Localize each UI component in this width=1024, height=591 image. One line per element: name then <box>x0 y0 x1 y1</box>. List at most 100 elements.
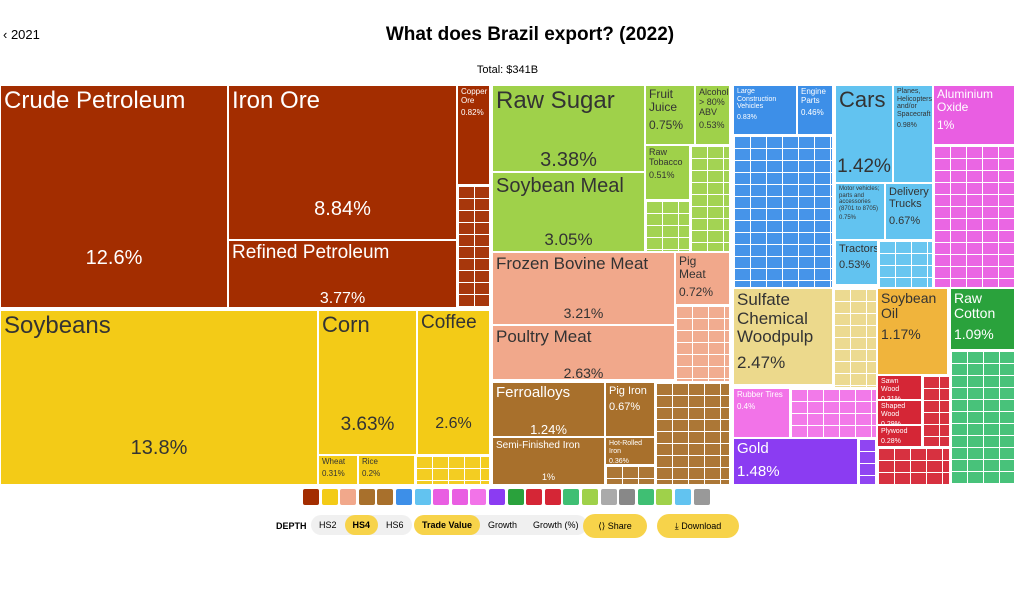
total: Total: $341B <box>476 64 539 76</box>
share-button[interactable]: ⟨⟩ Share <box>583 514 647 538</box>
treemap-tile: Shaped Wood 0.29% <box>877 400 922 425</box>
section-icon[interactable] <box>433 489 450 505</box>
measure-group: Trade Value Growth Growth (%) <box>414 515 587 535</box>
tile-name: Raw Sugar <box>496 87 615 114</box>
treemap-tile: Ferroalloys 1.24% <box>492 382 605 437</box>
filler <box>415 455 490 485</box>
section-icon[interactable] <box>656 489 673 505</box>
treemap-tile: Raw Tobacco 0.51% <box>645 145 690 200</box>
tile-name: Tractors <box>839 243 878 255</box>
tile-value: 0.67% <box>609 401 641 414</box>
treemap-tile: Tractors 0.53% <box>835 240 878 285</box>
measure[interactable]: Trade Value <box>414 515 481 535</box>
tile-name: Motor vehicles; parts and accessories (8… <box>839 186 880 212</box>
treemap-tile: Poultry Meat 2.63% <box>492 325 675 380</box>
filler <box>457 185 490 308</box>
tile-value: 3.63% <box>340 414 395 436</box>
tile-value: 0.36% <box>609 458 629 465</box>
measure[interactable]: Growth (%) <box>533 520 579 530</box>
treemap-tile: Large Construction Vehicles 0.83% <box>733 85 797 135</box>
tile-name: Sulfate Chemical Woodpulp <box>737 290 814 347</box>
section-icon[interactable] <box>451 489 468 505</box>
share-text[interactable]: Share <box>607 521 632 531</box>
section-icon[interactable] <box>507 489 524 505</box>
tile-value: 0.72% <box>679 285 714 300</box>
tile-value: 3.77% <box>319 289 366 307</box>
tile-name: Coffee <box>421 312 477 333</box>
tile-name: Engine Parts <box>801 87 826 105</box>
section-icon[interactable] <box>563 489 580 505</box>
filler <box>950 350 1015 485</box>
section-icon[interactable] <box>470 489 487 505</box>
section-icon[interactable] <box>693 489 710 505</box>
treemap-tile: Soybeans 13.8% <box>0 310 318 485</box>
treemap-tile: Raw Sugar 3.38% <box>492 85 645 172</box>
tile-name: Soybean Meal <box>496 175 624 197</box>
section-icon[interactable] <box>675 489 691 505</box>
level[interactable]: HS4 <box>344 515 379 535</box>
section-icon[interactable] <box>414 489 431 505</box>
tile-value: 1% <box>937 118 955 133</box>
treemap-tile: Raw Cotton 1.09% <box>950 288 1015 350</box>
section-icon[interactable] <box>600 489 617 505</box>
treemap-tile: Refined Petroleum 3.77% <box>228 240 457 308</box>
section-icons <box>303 489 723 507</box>
download-button[interactable]: ⤓ Download <box>657 514 739 538</box>
depth-label: DEPTH <box>276 521 307 531</box>
section-icon[interactable] <box>321 489 338 505</box>
tile-value: 0.53% <box>839 259 871 272</box>
tile-name: Pig Meat <box>679 254 706 282</box>
section-icon[interactable] <box>526 489 543 505</box>
tile-value: 0.4% <box>737 401 756 411</box>
section-icon[interactable] <box>340 489 357 505</box>
treemap-tile: Iron Ore 8.84% <box>228 85 457 240</box>
level[interactable]: HS2 <box>319 520 337 530</box>
tile-name: Poultry Meat <box>496 327 592 346</box>
treemap-tile: Motor vehicles; parts and accessories (8… <box>835 183 885 240</box>
filler <box>833 288 877 388</box>
level[interactable]: HS6 <box>386 520 404 530</box>
section-icon[interactable] <box>377 489 394 505</box>
tile-name: Delivery Trucks <box>889 186 929 211</box>
section-icon[interactable] <box>303 489 319 505</box>
tile-name: Planes, Helicopters, and/or Spacecraft <box>897 88 933 119</box>
tile-name: Wheat <box>322 457 346 466</box>
tile-name: Ferroalloys <box>496 384 571 401</box>
section-icon[interactable] <box>619 489 636 505</box>
filler <box>878 240 933 288</box>
section-icon[interactable] <box>582 489 598 505</box>
tile-value: 1.17% <box>881 326 921 343</box>
treemap-tile: Pig Meat 0.72% <box>675 252 730 305</box>
section-icon[interactable] <box>396 489 412 505</box>
depth-group: HS2 HS4 HS6 <box>311 515 412 535</box>
treemap-tile: Hot-Rolled Iron 0.36% <box>605 437 655 465</box>
measure[interactable]: Growth <box>488 520 518 530</box>
tile-name: Shaped Wood <box>881 403 906 418</box>
tile-value: 13.8% <box>130 437 188 459</box>
tile-value: 0.29% <box>881 421 901 425</box>
section-icon[interactable] <box>489 489 505 505</box>
section-icon[interactable] <box>544 489 561 505</box>
section-icon[interactable] <box>358 489 375 505</box>
tile-value: 0.53% <box>699 120 725 131</box>
tile-value: 0.31% <box>881 396 901 400</box>
tile-name: Semi-Finished Iron <box>496 440 580 451</box>
tile-name: Frozen Bovine Meat <box>496 254 649 273</box>
treemap-tile: Crude Petroleum 12.6% <box>0 85 228 308</box>
tile-name: Fruit Juice <box>649 87 678 115</box>
tile-value: 0.75% <box>649 118 684 133</box>
section-icon[interactable] <box>637 489 654 505</box>
tile-value: 0.28% <box>881 438 901 446</box>
tile-value: 2.63% <box>563 364 604 380</box>
back-link[interactable]: ‹ 2021 <box>3 27 40 42</box>
back-year[interactable]: 2021 <box>10 27 40 42</box>
tile-name: Pig Iron <box>609 385 647 397</box>
tile-value: 3.38% <box>540 148 597 171</box>
tile-name: Raw Cotton <box>954 290 996 322</box>
treemap-tile: Delivery Trucks 0.67% <box>885 183 933 240</box>
download-text[interactable]: Download <box>681 521 722 531</box>
tile-name: Plywood <box>881 428 908 435</box>
tile-value: 1.24% <box>530 421 567 437</box>
tile-value: 3.05% <box>544 229 593 249</box>
filler <box>858 438 877 485</box>
